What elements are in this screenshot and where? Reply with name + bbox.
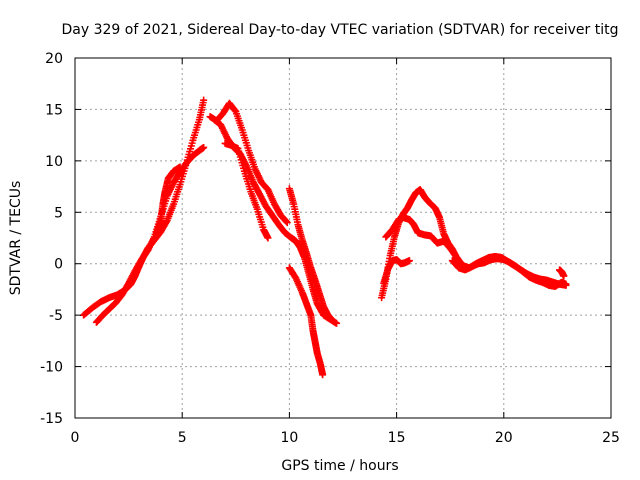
data-point [405,257,413,265]
data-point [328,316,336,324]
axis-ticks: 0 5 10 15 20 25 -15 -10 -5 0 5 10 15 20 [40,51,620,446]
y-tick-label: 5 [54,205,63,221]
chart-title: Day 329 of 2021, Sidereal Day-to-day VTE… [62,22,619,38]
x-tick-label: 10 [280,430,298,446]
y-tick-label: 20 [45,51,63,67]
grid [75,58,611,418]
series-track-m [556,266,568,280]
series-track-e [206,99,291,227]
data-point [283,219,291,227]
data-point [319,371,327,379]
series-track-f [285,185,336,324]
y-axis-label: SDTVAR / TECUs [8,181,24,296]
series-track-h [285,264,327,379]
y-tick-label: -5 [49,308,63,324]
y-tick-label: -15 [40,411,63,427]
series-track-g [221,139,272,242]
data-point [333,319,341,327]
plot-frame [74,57,612,419]
data-points [80,96,570,379]
x-tick-label: 5 [178,430,187,446]
x-tick-label: 0 [71,430,80,446]
data-point [560,272,568,280]
data-point [200,143,208,151]
series-track-k [448,255,570,290]
x-tick-label: 15 [388,430,406,446]
y-tick-label: 15 [45,102,63,118]
series-track-b [92,143,208,326]
data-point [562,280,570,288]
data-point [264,234,272,242]
x-tick-label: 25 [602,430,620,446]
y-tick-label: -10 [40,360,63,376]
x-axis-label: GPS time / hours [281,458,398,474]
y-tick-label: 0 [54,257,63,273]
data-point [200,96,208,104]
data-point [282,218,290,226]
series-track-c [152,163,184,237]
series-track-l [380,256,413,287]
data-point [176,163,184,171]
y-tick-label: 10 [45,154,63,170]
x-tick-label: 20 [495,430,513,446]
